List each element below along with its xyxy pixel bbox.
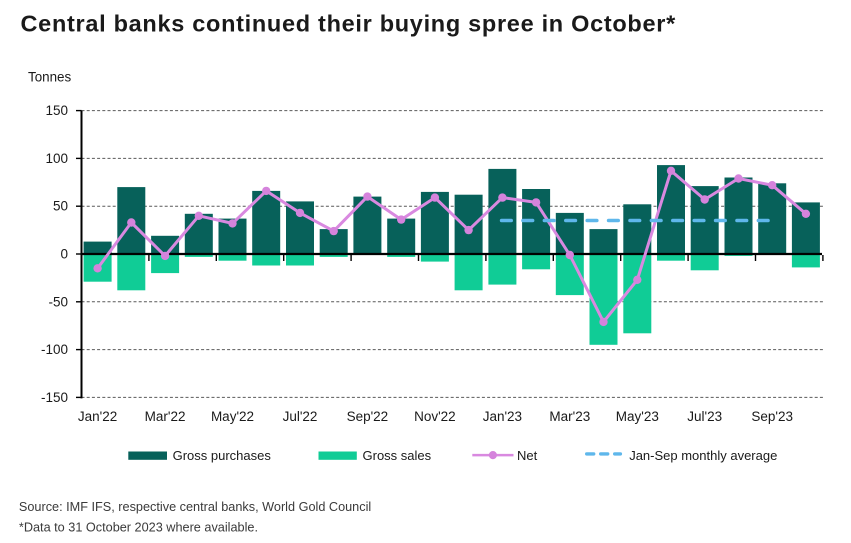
svg-text:Mar'22: Mar'22 — [145, 409, 186, 424]
svg-text:Mar'23: Mar'23 — [549, 409, 590, 424]
svg-text:Jan-Sep monthly average: Jan-Sep monthly average — [629, 448, 777, 463]
svg-text:Central banks continued their: Central banks continued their buying spr… — [21, 11, 677, 37]
svg-text:Sep'22: Sep'22 — [347, 409, 389, 424]
svg-text:50: 50 — [53, 199, 68, 214]
svg-text:May'22: May'22 — [211, 409, 254, 424]
svg-text:Gross sales: Gross sales — [363, 448, 432, 463]
svg-text:Jan'23: Jan'23 — [483, 409, 522, 424]
svg-text:Tonnes: Tonnes — [28, 70, 71, 85]
svg-text:Nov'22: Nov'22 — [414, 409, 456, 424]
svg-text:Jul'22: Jul'22 — [283, 409, 318, 424]
svg-text:0: 0 — [60, 247, 68, 262]
svg-text:150: 150 — [45, 103, 68, 118]
svg-text:Sep'23: Sep'23 — [751, 409, 793, 424]
svg-text:100: 100 — [45, 151, 68, 166]
svg-text:-50: -50 — [48, 294, 68, 309]
svg-text:Jan'22: Jan'22 — [78, 409, 117, 424]
svg-text:-100: -100 — [41, 342, 68, 357]
svg-text:Gross purchases: Gross purchases — [173, 448, 272, 463]
svg-text:Jul'23: Jul'23 — [687, 409, 722, 424]
svg-text:-150: -150 — [41, 390, 68, 405]
svg-text:May'23: May'23 — [616, 409, 659, 424]
svg-text:Net: Net — [517, 448, 538, 463]
svg-text:Source: IMF IFS, respective ce: Source: IMF IFS, respective central bank… — [19, 500, 371, 514]
svg-text:*Data to 31 October 2023 where: *Data to 31 October 2023 where available… — [19, 520, 258, 534]
